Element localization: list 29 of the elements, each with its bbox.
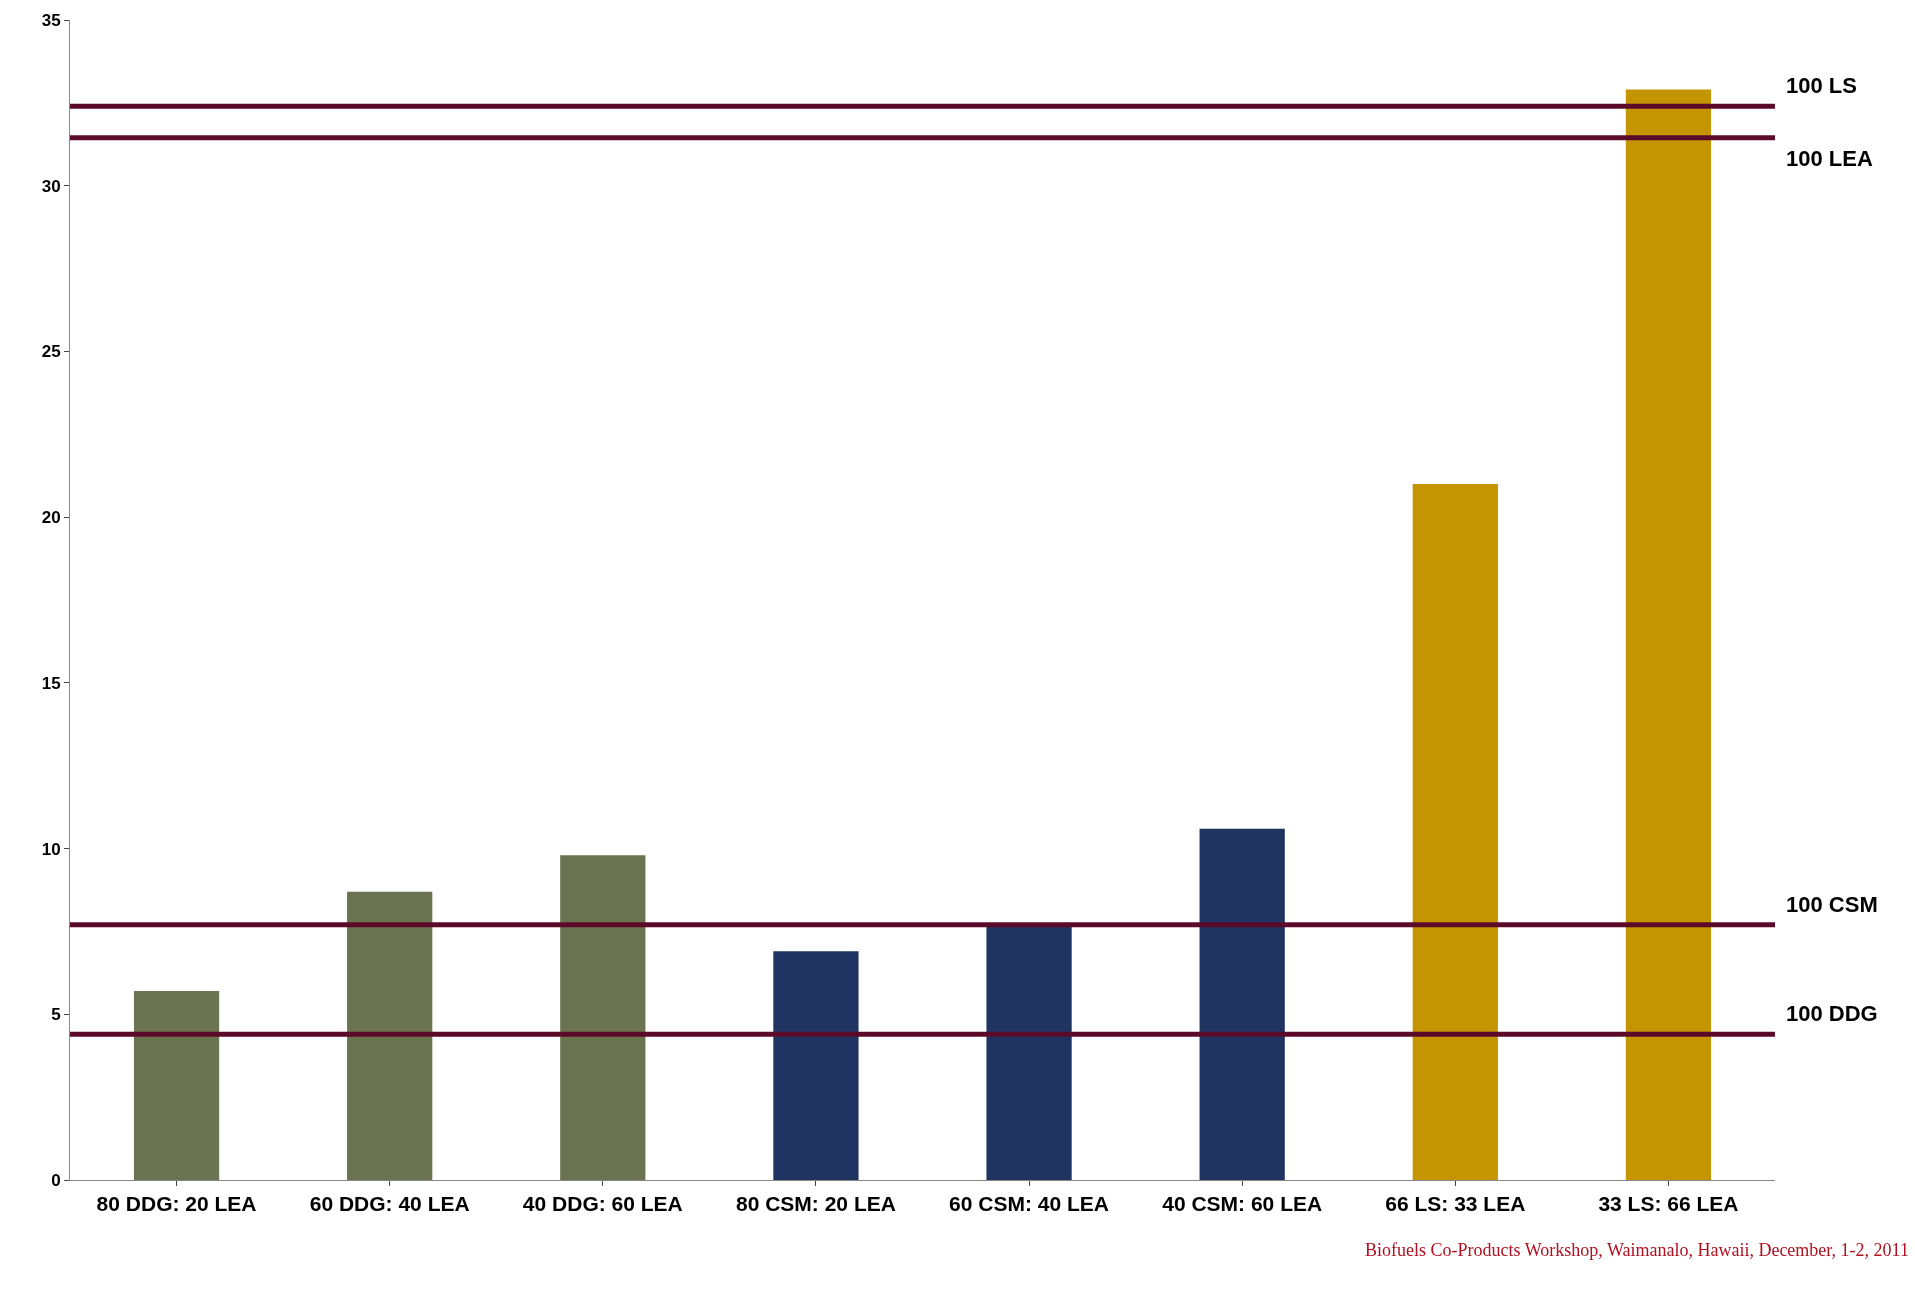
ref-line-label: 100 DDG [1786, 1001, 1878, 1026]
bar [1625, 89, 1712, 1180]
x-tick-label: 60 CSM: 40 LEA [949, 1192, 1110, 1216]
x-tick-label: 60 DDG: 40 LEA [309, 1192, 470, 1216]
y-tick-label: 10 [41, 839, 61, 859]
bar [986, 924, 1072, 1180]
y-tick-label: 20 [41, 508, 61, 528]
y-tick-label: 0 [51, 1170, 61, 1190]
ref-line-label: 100 CSM [1786, 892, 1878, 917]
bar [347, 891, 433, 1180]
y-tick-label: 5 [51, 1005, 61, 1025]
x-tick-label: 33 LS: 66 LEA [1598, 1192, 1739, 1216]
bar [1199, 828, 1285, 1180]
y-tick-label: 35 [41, 10, 61, 30]
x-tick-label: 80 DDG: 20 LEA [96, 1192, 257, 1216]
x-tick-label: 80 CSM: 20 LEA [735, 1192, 896, 1216]
ref-line-label: 100 LEA [1786, 146, 1873, 171]
y-tick-label: 15 [41, 673, 61, 693]
x-tick-label: 40 CSM: 60 LEA [1162, 1192, 1323, 1216]
y-tick-label: 25 [41, 342, 61, 362]
x-tick-label: 40 DDG: 60 LEA [522, 1192, 683, 1216]
bar [773, 951, 859, 1180]
ref-line-label: 100 LS [1786, 73, 1857, 98]
y-tick-label: 30 [41, 176, 61, 196]
bar [1412, 484, 1498, 1180]
bar [133, 991, 220, 1180]
text: Biofuels Co-Products Workshop, Waimanalo, Hawaii, December, 1-2, 2011 [1365, 1240, 1909, 1260]
x-tick-label: 66 LS: 33 LEA [1385, 1192, 1526, 1216]
bar [560, 855, 646, 1180]
